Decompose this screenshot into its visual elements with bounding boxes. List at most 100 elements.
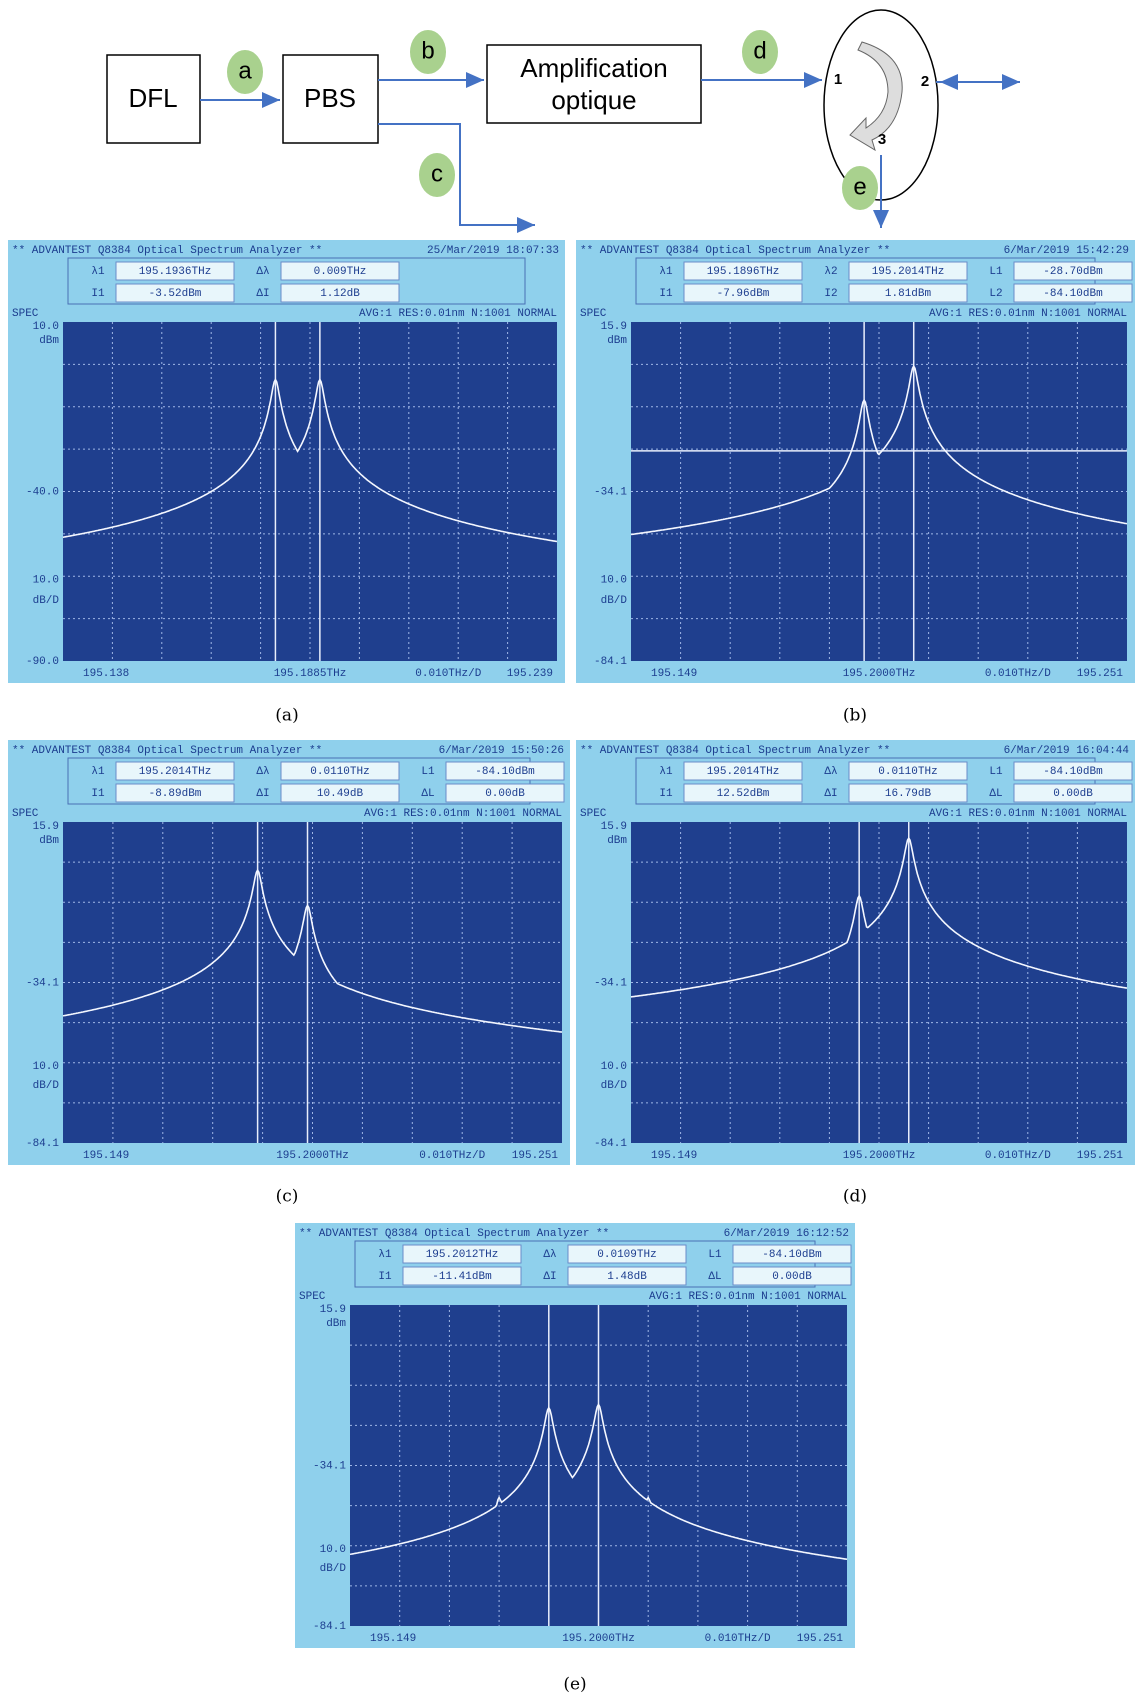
- x-label: 195.149: [651, 1150, 697, 1162]
- box: [486, 44, 702, 124]
- readout-label: L1: [989, 266, 1003, 278]
- y-label: -34.1: [26, 977, 59, 989]
- readout-box: [115, 261, 235, 281]
- y-label: -84.1: [594, 656, 627, 668]
- port-label: 3: [878, 131, 886, 148]
- readout-label: Δλ: [824, 766, 837, 778]
- y-label: dB/D: [33, 1080, 60, 1092]
- readout-label: λ1: [91, 266, 105, 278]
- screen-date: 6/Mar/2019 15:42:29: [1004, 245, 1129, 257]
- y-label: -90.0: [26, 656, 59, 668]
- status-text: AVG:1 RES:0.01nm N:1001 NORMAL: [929, 808, 1127, 820]
- box: [282, 54, 379, 144]
- y-label: 15.9: [320, 1304, 346, 1316]
- readout-box: [115, 283, 235, 303]
- readout-label: ΔL: [989, 788, 1002, 800]
- readout-value: 195.2014THz: [707, 766, 780, 778]
- y-label: -40.0: [26, 486, 59, 498]
- readout-label: I1: [659, 288, 673, 300]
- panel-caption: (c): [276, 1187, 299, 1207]
- readout-label: L1: [421, 766, 435, 778]
- y-label: 15.9: [33, 821, 59, 833]
- readout-value: 195.1896THz: [707, 266, 780, 278]
- trace: [630, 836, 1128, 998]
- x-label: 195.149: [370, 1633, 416, 1645]
- readout-value: 16.79dB: [885, 788, 932, 800]
- readout-label: ΔL: [708, 1271, 721, 1283]
- x-label: 0.010THz/D: [985, 1150, 1051, 1162]
- status-label: SPEC: [580, 308, 607, 320]
- y-label: 10.0: [33, 321, 59, 333]
- y-label: dB/D: [601, 1080, 628, 1092]
- y-label: -34.1: [594, 977, 627, 989]
- y-label: dBm: [607, 835, 627, 847]
- x-label: 195.251: [1077, 1150, 1124, 1162]
- point-bubble: [227, 50, 263, 94]
- readout-box: [402, 1244, 522, 1264]
- readout-box: [848, 283, 968, 303]
- y-label: -84.1: [594, 1138, 627, 1150]
- readout-label: λ1: [659, 266, 673, 278]
- readout-value: 195.2014THz: [139, 766, 212, 778]
- x-label: 195.2000THz: [276, 1150, 349, 1162]
- y-label: dB/D: [33, 595, 60, 607]
- point-bubble: [410, 30, 446, 74]
- screen-header: ** ADVANTEST Q8384 Optical Spectrum Anal…: [299, 1228, 609, 1240]
- readout-box: [115, 761, 235, 781]
- readout-label: L2: [989, 288, 1002, 300]
- readout-value: 0.0110THz: [878, 766, 937, 778]
- readout-box: [1013, 283, 1133, 303]
- x-label: 195.1885THz: [274, 668, 347, 680]
- x-label: 195.2000THz: [843, 1150, 916, 1162]
- point-label: b: [421, 37, 434, 64]
- readout-value: 12.52dBm: [717, 788, 770, 800]
- status-label: SPEC: [12, 308, 39, 320]
- readout-box: [683, 761, 803, 781]
- readout-box: [848, 783, 968, 803]
- node-label: DFL: [128, 83, 177, 113]
- x-label: 195.239: [507, 668, 553, 680]
- screen-date: 6/Mar/2019 15:50:26: [439, 745, 564, 757]
- point-label: d: [753, 37, 766, 64]
- point-label: a: [238, 57, 252, 84]
- readout-value: 195.2014THz: [872, 266, 945, 278]
- readout-label: I1: [91, 788, 105, 800]
- readout-box: [732, 1244, 852, 1264]
- y-label: 10.0: [601, 575, 627, 587]
- analyzer-screen: ** ADVANTEST Q8384 Optical Spectrum Anal…: [8, 740, 570, 1165]
- readout-label: I1: [91, 288, 105, 300]
- readout-frame: [354, 1240, 816, 1288]
- point-label: c: [431, 160, 443, 187]
- screen-header: ** ADVANTEST Q8384 Optical Spectrum Anal…: [12, 745, 322, 757]
- status-label: SPEC: [580, 808, 607, 820]
- port-label: 2: [921, 73, 929, 90]
- y-label: 10.0: [33, 575, 59, 587]
- y-label: dB/D: [320, 1563, 347, 1575]
- screen-date: 6/Mar/2019 16:12:52: [724, 1228, 849, 1240]
- readout-label: Δλ: [256, 766, 269, 778]
- y-label: 10.0: [320, 1544, 346, 1556]
- readout-box: [280, 283, 400, 303]
- readout-box: [445, 783, 565, 803]
- trace: [630, 364, 1128, 536]
- x-label: 195.2000THz: [843, 668, 916, 680]
- analyzer-screen: ** ADVANTEST Q8384 Optical Spectrum Anal…: [8, 240, 565, 683]
- readout-box: [280, 761, 400, 781]
- readout-frame: [67, 257, 526, 305]
- readout-value: 0.00dB: [1053, 788, 1093, 800]
- readout-frame: [635, 757, 1096, 805]
- readout-box: [1013, 261, 1133, 281]
- readout-value: -7.96dBm: [717, 288, 770, 300]
- trace: [62, 868, 563, 1033]
- status-text: AVG:1 RES:0.01nm N:1001 NORMAL: [359, 308, 557, 320]
- status-text: AVG:1 RES:0.01nm N:1001 NORMAL: [364, 808, 562, 820]
- panel-caption: (b): [843, 706, 867, 726]
- y-label: -34.1: [313, 1460, 346, 1472]
- panel-caption: (e): [563, 1675, 586, 1695]
- readout-label: ΔI: [824, 788, 837, 800]
- readout-value: 195.2012THz: [426, 1249, 499, 1261]
- y-label: dBm: [607, 335, 627, 347]
- x-label: 0.010THz/D: [705, 1633, 771, 1645]
- readout-box: [402, 1266, 522, 1286]
